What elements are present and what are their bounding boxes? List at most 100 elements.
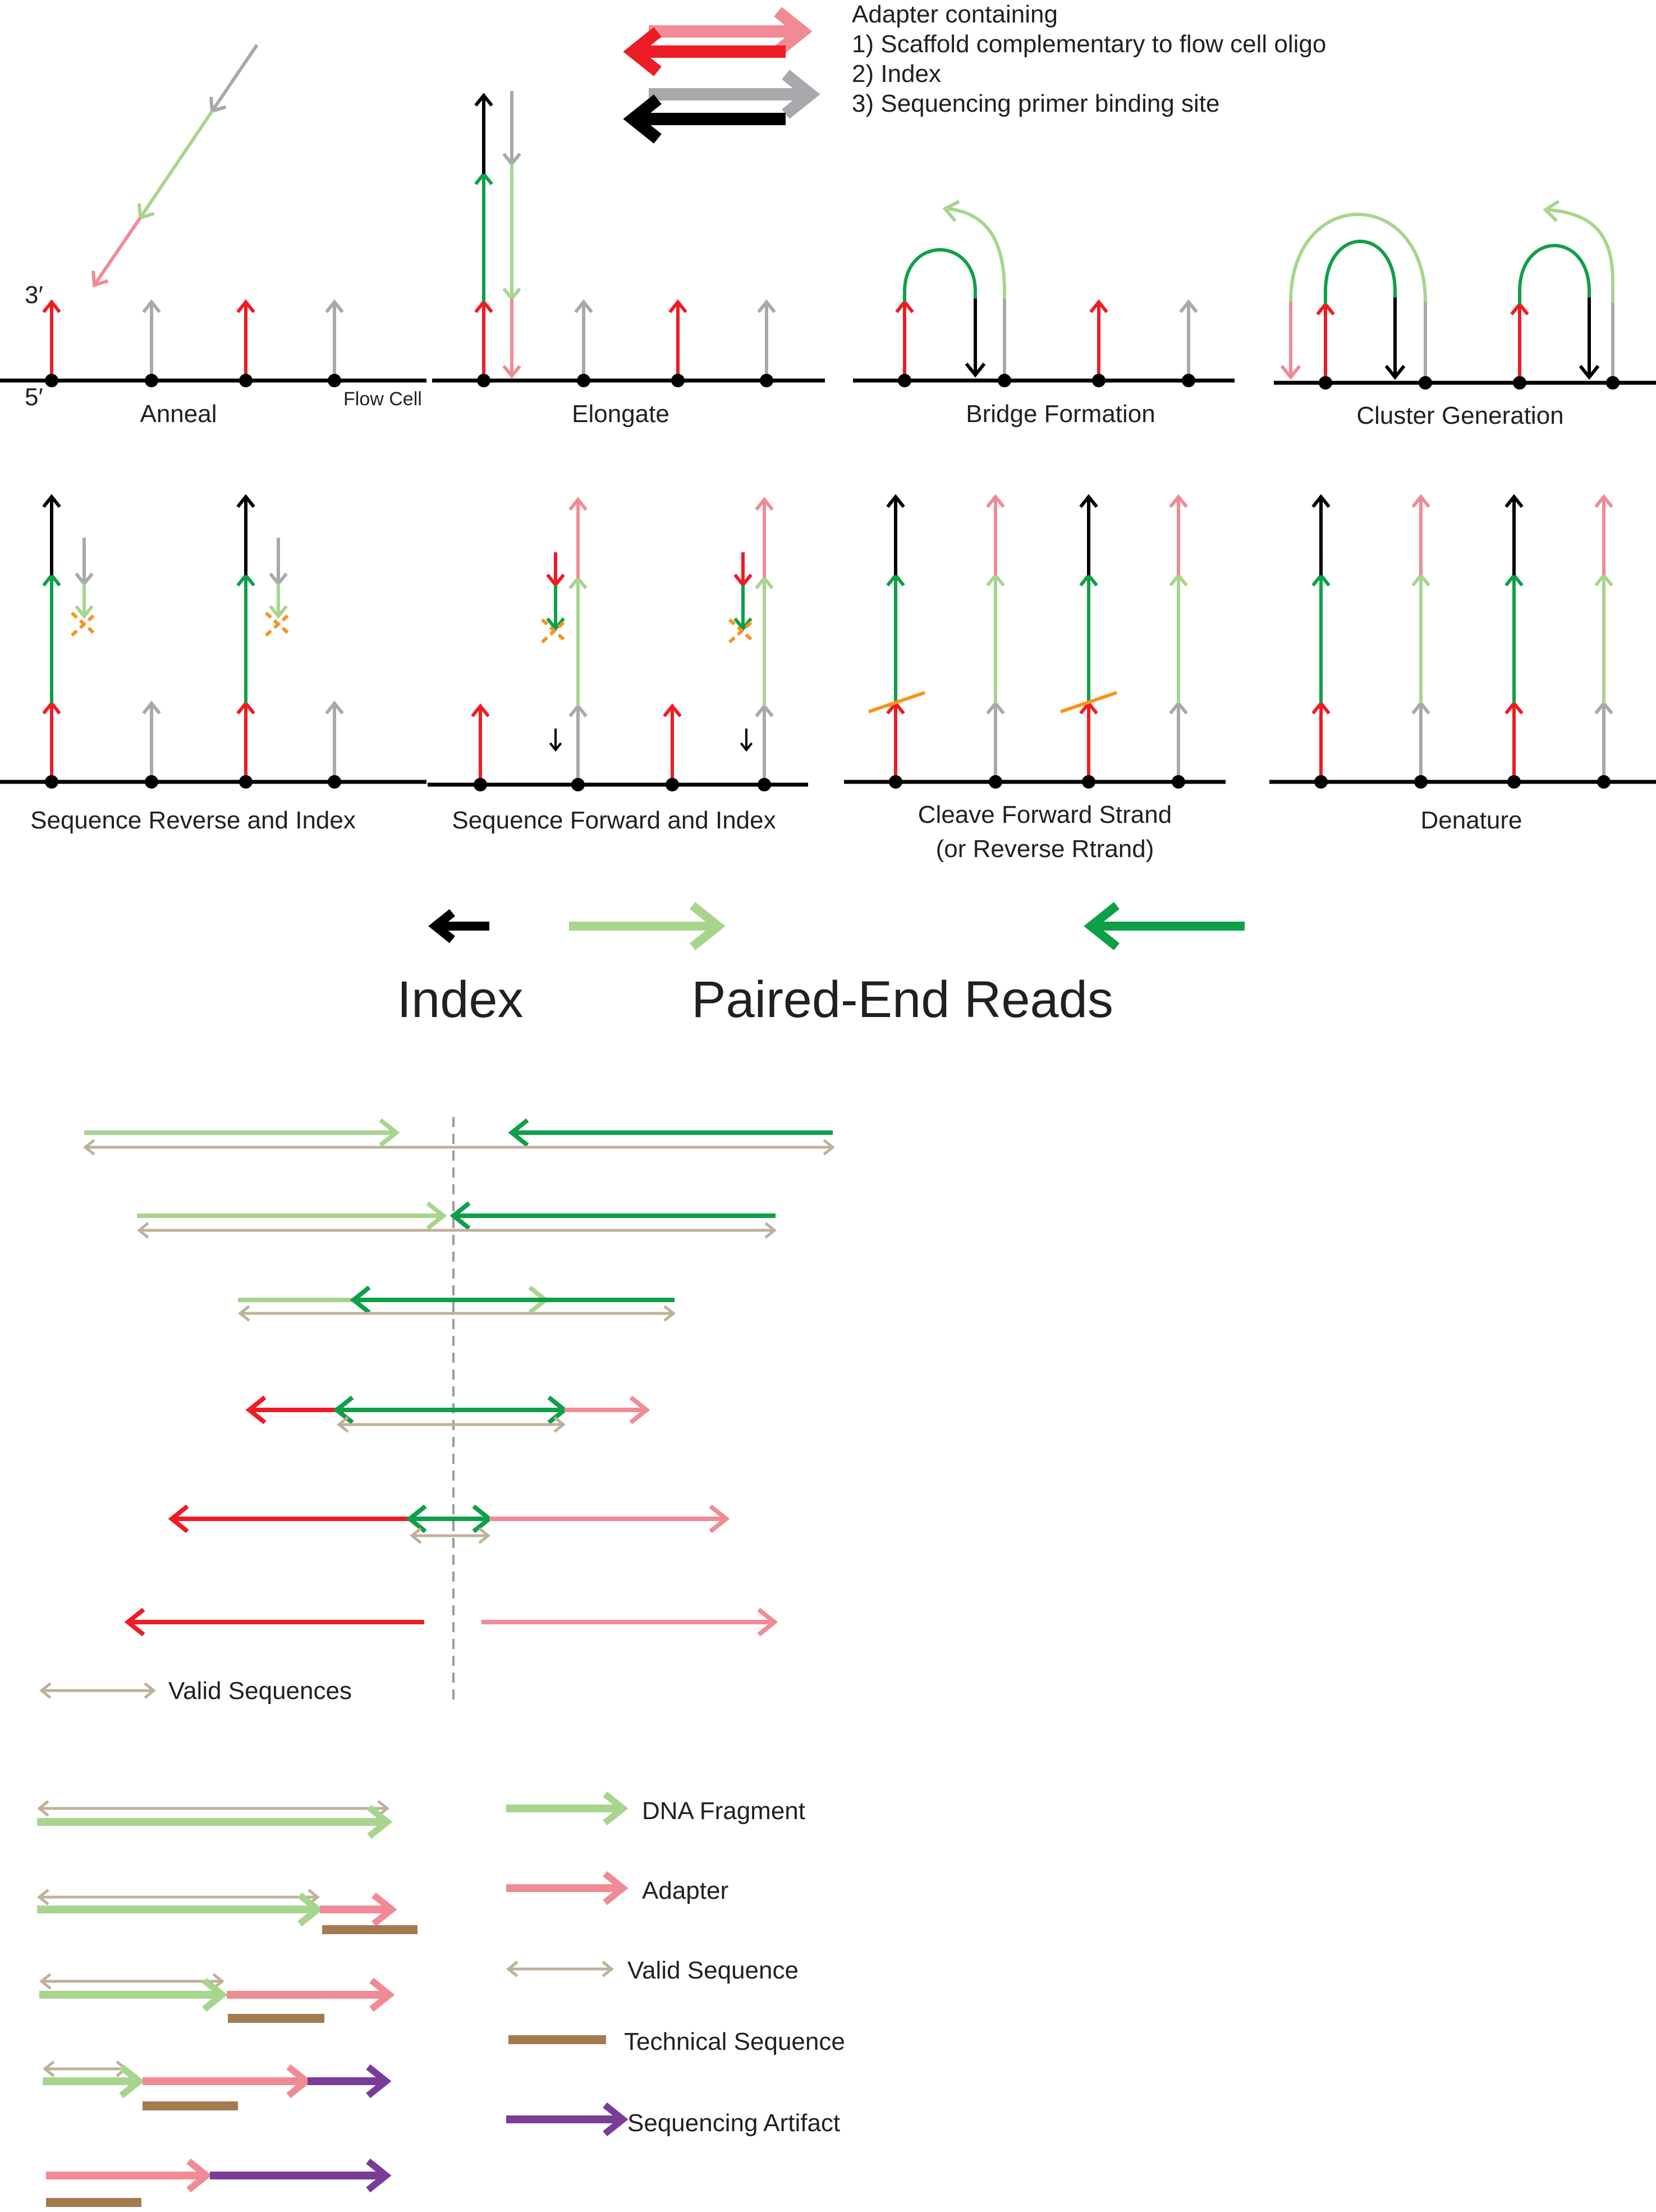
overlap-row5-valid-left [409, 1527, 422, 1544]
panel-elongate: Elongate [572, 400, 669, 428]
adapter-legend-item-2: 2) Index [852, 60, 941, 88]
seq-rev-strand-2-head [236, 494, 255, 508]
index-label: Index [397, 971, 523, 1028]
overlap-row2-valid-right [764, 1222, 777, 1239]
cluster-arch-light-2-head [1543, 200, 1560, 222]
cleave-anchor-1 [889, 775, 902, 789]
seq-fwd-read-2-head [733, 617, 753, 631]
paired-end-reads-label: Paired-End Reads [691, 971, 1113, 1028]
legend-dna-fragment: DNA Fragment [642, 1797, 805, 1825]
panel-denature: Denature [1420, 807, 1522, 834]
forward-read-arrow-head [690, 901, 726, 951]
elongate-new-strand-head [474, 93, 493, 107]
anneal-fragment-green [139, 110, 214, 219]
seq-rev-read-1-head [75, 605, 94, 619]
overlap-row5-pink-head [709, 1504, 730, 1533]
anneal-oligo-gray-1-anchor [145, 374, 158, 387]
bridge-oligo-red-2-anchor [1092, 374, 1105, 387]
cluster-oligo-red-2-anchor [1513, 376, 1526, 390]
seq-rev-oligo-gray-1-head [142, 700, 161, 715]
adapter-arrow-gray-head [782, 70, 820, 119]
overlap-row4-red-head [245, 1395, 267, 1425]
adapter-arrow-red-head [623, 27, 662, 76]
cluster-oligo-red-1-anchor [1319, 376, 1332, 390]
cleave-strand-2-head [986, 494, 1005, 508]
elongate-template-head [502, 365, 521, 379]
overlap-row5-red-head [168, 1504, 189, 1533]
panel-anneal: Anneal 3′ 5′ Flow Cell [25, 281, 422, 428]
seq-rev-oligo-gray-2-head [325, 700, 344, 715]
seq-fwd-oligo-red-1-head [471, 703, 490, 717]
frag-rowE-adapter-head [186, 2158, 212, 2193]
overlap-row1-forward-head [379, 1118, 400, 1147]
bridge-oligo-red-1-anchor [898, 374, 911, 387]
adapter-legend-item-1: 1) Scaffold complementary to flow cell o… [852, 30, 1326, 58]
elongate-oligo-red-head [668, 299, 687, 313]
overlap-row5-valid-right [478, 1527, 491, 1544]
adapter-legend-item-3: 3) Sequencing primer binding site [852, 90, 1220, 117]
denature-strand-1-head [1311, 494, 1331, 508]
cleave-strand-1-head [886, 494, 905, 508]
adapter-arrow-pink-head [774, 7, 813, 56]
adapter-arrow-black-head [623, 94, 662, 144]
cluster-anchor-2 [1419, 376, 1432, 390]
denature-anchor-2 [1414, 775, 1428, 789]
legend-sample-dna-head [603, 1791, 629, 1826]
seq-rev-read-2-head [269, 605, 288, 619]
overlap-row2-valid-left [136, 1222, 149, 1239]
seq-rev-anchor-1 [45, 775, 58, 789]
panel-sequence-reverse: Sequence Reverse and Index [30, 807, 356, 834]
anneal-fragment-gray [210, 44, 259, 112]
frag-rowA-valid-left [36, 1800, 49, 1817]
seq-fwd-strand-1-head [568, 497, 588, 511]
adapter-legend-title: Adapter containing [852, 1, 1058, 28]
frag-rowA-dna-head [367, 1805, 393, 1839]
elongate-oligo-gray-1-head [574, 299, 593, 313]
legend-sample-valid-right [602, 1961, 614, 1977]
cluster-arch-outer [1289, 213, 1427, 303]
denature-strand-4-head [1594, 494, 1613, 508]
legend-technical-sequence: Technical Sequence [624, 2028, 845, 2055]
overlap-row3-reverse-head [350, 1285, 371, 1315]
overlap-row2-reverse-head [449, 1201, 471, 1230]
five-prime-label: 5′ [25, 383, 43, 411]
bridge-arch-light [948, 207, 1006, 375]
cluster-pink-head [1280, 365, 1301, 380]
panel-anneal-label: Anneal [140, 400, 217, 428]
cluster-arch-inner [1324, 240, 1397, 377]
legend-valid-sequence: Valid Sequence [627, 1957, 799, 1984]
seq-fwd-oligo-red-2-head [663, 703, 682, 717]
bridge-oligo-gray-head [1179, 299, 1198, 313]
overlap-row3-valid-left [237, 1305, 250, 1322]
panel-elongate-label: Elongate [572, 400, 669, 428]
anneal-oligo-red-1-anchor [45, 374, 58, 387]
overlap-row1-valid-right [823, 1139, 836, 1156]
overlap-row4-valid-right [553, 1416, 566, 1433]
legend-sequencing-artifact: Sequencing Artifact [627, 2109, 840, 2137]
panel-cleave-label-2: (or Reverse Rtrand) [936, 835, 1154, 863]
seq-rev-oligo-gray-1-anchor [145, 775, 158, 789]
frag-rowD-adapter-head [286, 2064, 312, 2099]
elongate-oligo-red-anchor [671, 374, 685, 387]
elongate-oligo-gray-2-head [757, 299, 776, 313]
denature-anchor-1 [1314, 775, 1328, 789]
seq-fwd-cross-2-b [728, 618, 756, 644]
cleave-anchor-2 [989, 775, 1002, 789]
read-overlap-section: Valid Sequences [168, 1677, 352, 1705]
valid-sequences-legend-arrow-left [39, 1682, 52, 1699]
cleave-strand-4-head [1169, 494, 1188, 508]
bridge-arch-dark [903, 248, 977, 375]
seq-rev-cross-1-b [70, 611, 98, 637]
three-prime-label: 3′ [25, 281, 43, 309]
seq-fwd-oligo-red-1-anchor [474, 778, 487, 791]
cleave-anchor-3 [1082, 775, 1095, 789]
seq-rev-strand-1-head [42, 494, 61, 508]
anneal-oligo-red-2-anchor [239, 374, 253, 387]
frag-rowD-dna-head [119, 2064, 145, 2099]
panel-seq-reverse-label: Sequence Reverse and Index [30, 807, 356, 834]
frag-rowD-valid-left [42, 2060, 55, 2077]
anneal-fragment-pink [93, 217, 142, 286]
cleave-strand-3-head [1079, 494, 1098, 508]
diagram-shapes [0, 7, 1656, 2207]
